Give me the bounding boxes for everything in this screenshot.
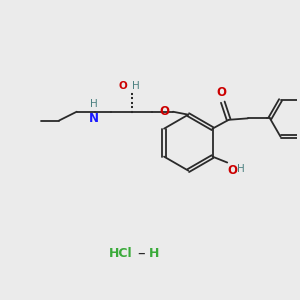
- Text: HCl: HCl: [109, 247, 132, 260]
- Text: H: H: [90, 99, 97, 110]
- Text: –: –: [137, 246, 145, 261]
- Text: O: O: [118, 81, 127, 91]
- Text: N: N: [88, 112, 98, 125]
- Text: H: H: [149, 247, 160, 260]
- Text: H: H: [237, 164, 244, 174]
- Text: O: O: [216, 85, 226, 99]
- Text: O: O: [159, 105, 170, 118]
- Text: H: H: [132, 81, 140, 91]
- Text: O: O: [228, 164, 238, 177]
